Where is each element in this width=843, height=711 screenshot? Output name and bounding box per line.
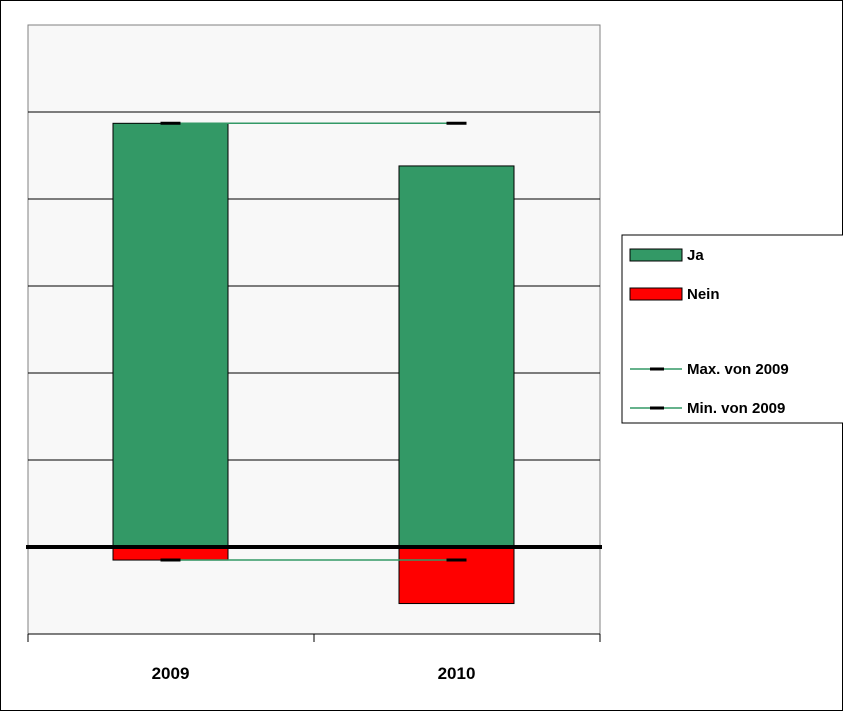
legend-item-ja: Ja — [629, 247, 704, 264]
legend-item-ja-label: Ja — [687, 247, 704, 264]
legend-box — [621, 234, 843, 424]
bar-nein-2010 — [398, 546, 515, 605]
legend-item-max-von-2009: Max. von 2009 — [630, 361, 789, 378]
legend-item-ja-swatch — [629, 248, 683, 262]
legend: Ja Nein Max. von 2009 Min. von 2009 — [621, 234, 843, 424]
legend-item-min-von-2009-label: Min. von 2009 — [687, 400, 785, 417]
legend-item-nein: Nein — [629, 286, 720, 303]
x-tick-label-2010: 2010 — [438, 664, 476, 683]
bar-ja-2010 — [398, 165, 515, 548]
x-tick-label-2009: 2009 — [152, 664, 190, 683]
bar-ja-2009 — [112, 122, 229, 548]
legend-item-max-von-2009-label: Max. von 2009 — [687, 361, 789, 378]
legend-item-nein-swatch — [629, 287, 683, 301]
legend-item-min-von-2009: Min. von 2009 — [630, 400, 785, 417]
legend-item-nein-label: Nein — [687, 286, 720, 303]
